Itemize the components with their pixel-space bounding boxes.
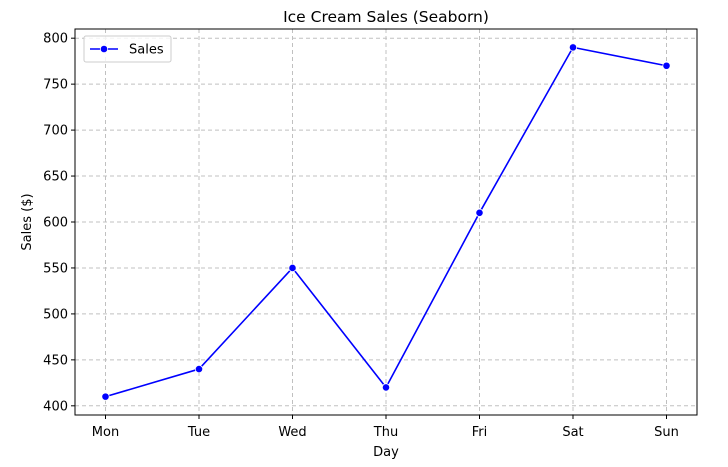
y-tick-label: 650 bbox=[43, 170, 68, 185]
x-tick-label: Wed bbox=[278, 425, 306, 440]
grid bbox=[75, 29, 697, 415]
x-tick-label: Thu bbox=[373, 425, 398, 440]
legend-marker bbox=[99, 44, 109, 54]
y-axis-ticks: 400 450 500 550 600 650 700 750 800 bbox=[43, 32, 75, 414]
legend-box bbox=[83, 35, 172, 63]
data-point bbox=[194, 364, 204, 374]
y-tick-label: 400 bbox=[43, 399, 68, 414]
x-axis-ticks: Mon Tue Wed Thu Fri Sat Sun bbox=[92, 415, 679, 440]
series-group bbox=[101, 43, 671, 401]
y-tick-label: 800 bbox=[43, 32, 68, 47]
x-tick-label: Mon bbox=[92, 425, 119, 440]
legend: Sales bbox=[83, 35, 172, 63]
x-tick-label: Fri bbox=[472, 425, 488, 440]
y-tick-label: 500 bbox=[43, 307, 68, 322]
x-tick-label: Tue bbox=[187, 425, 210, 440]
y-tick-label: 750 bbox=[43, 78, 68, 93]
data-point bbox=[568, 43, 578, 52]
chart-title: Ice Cream Sales (Seaborn) bbox=[283, 8, 489, 26]
legend-label: Sales bbox=[129, 43, 164, 58]
data-point bbox=[288, 263, 297, 273]
x-axis-label: Day bbox=[373, 445, 399, 460]
x-tick-label: Sat bbox=[562, 425, 583, 440]
data-point bbox=[101, 392, 110, 401]
y-tick-label: 550 bbox=[43, 261, 68, 276]
y-tick-label: 700 bbox=[43, 124, 68, 139]
data-point bbox=[381, 383, 391, 392]
x-tick-label: Sun bbox=[654, 425, 679, 440]
y-tick-label: 600 bbox=[43, 216, 68, 231]
y-tick-label: 450 bbox=[43, 353, 68, 368]
y-axis-label: Sales ($) bbox=[20, 193, 35, 250]
data-point bbox=[475, 208, 484, 217]
data-point bbox=[662, 61, 671, 70]
